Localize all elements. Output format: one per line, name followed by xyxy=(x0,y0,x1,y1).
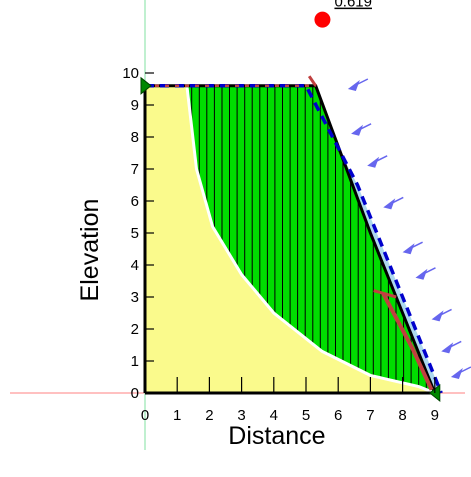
y-tick-label-10: 10 xyxy=(122,65,139,82)
left-boundary-marker xyxy=(140,76,152,95)
y-tick-label-6: 6 xyxy=(131,193,139,210)
load-arrows xyxy=(347,78,471,379)
x-tick-label-4: 4 xyxy=(270,407,278,424)
y-axis-ticks: 0 1 2 3 4 5 6 7 8 9 10 xyxy=(122,65,154,402)
load-arrow-0 xyxy=(347,78,369,91)
y-tick-label-7: 7 xyxy=(131,161,139,178)
x-tick-label-3: 3 xyxy=(237,407,245,424)
x-tick-label-1: 1 xyxy=(173,407,181,424)
load-arrow-3 xyxy=(383,196,404,210)
y-tick-label-4: 4 xyxy=(131,257,139,274)
slice-lines xyxy=(191,85,427,390)
y-tick-label-1: 1 xyxy=(131,353,139,370)
load-arrow-2 xyxy=(367,155,388,168)
factor-of-safety-label: 0.619 xyxy=(334,0,372,11)
crest-limit-mark xyxy=(307,75,317,87)
x-tick-label-9: 9 xyxy=(431,407,439,424)
water-table-line xyxy=(145,84,443,394)
slip-center-point[interactable] xyxy=(314,11,331,28)
toe-slip-mark xyxy=(381,292,434,391)
y-tick-label-3: 3 xyxy=(131,289,139,306)
y-tick-label-8: 8 xyxy=(131,129,139,146)
slip-marks xyxy=(145,75,434,391)
load-arrow-4 xyxy=(402,241,423,255)
x-tick-label-5: 5 xyxy=(302,407,310,424)
load-arrow-7 xyxy=(441,340,462,354)
load-arrow-1 xyxy=(351,123,372,136)
load-arrow-8 xyxy=(450,366,471,379)
y-tick-label-5: 5 xyxy=(131,225,139,242)
x-tick-label-8: 8 xyxy=(398,407,406,424)
y-tick-label-2: 2 xyxy=(131,321,139,338)
x-tick-label-2: 2 xyxy=(205,407,213,424)
y-tick-label-0: 0 xyxy=(131,385,139,402)
x-tick-label-6: 6 xyxy=(334,407,342,424)
load-arrow-6 xyxy=(431,308,452,322)
x-tick-label-0: 0 xyxy=(141,407,149,424)
x-axis-title: Distance xyxy=(228,422,325,450)
toe-limit-mark xyxy=(373,289,397,299)
x-axis-ticks: 0 1 2 3 4 5 6 7 8 9 xyxy=(141,377,439,424)
y-tick-label-9: 9 xyxy=(131,97,139,114)
x-tick-label-7: 7 xyxy=(366,407,374,424)
y-axis-title: Elevation xyxy=(76,199,104,302)
load-arrow-5 xyxy=(415,267,436,280)
